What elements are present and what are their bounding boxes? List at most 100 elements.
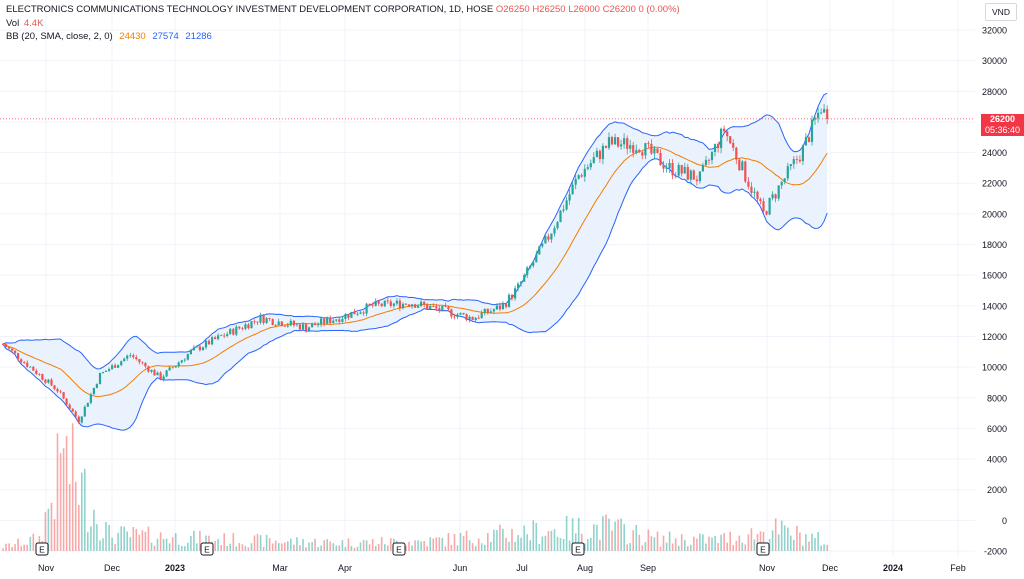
legend-bb-row[interactable]: BB (20, SMA, close, 2, 0) 24430 27574 21… [6,30,680,44]
volume-bar [223,533,225,551]
y-tick-label: 30000 [982,56,1007,66]
volume-bar [26,544,28,551]
candle-body [550,233,553,240]
volume-bar [614,521,616,551]
currency-button[interactable]: VND [985,3,1017,21]
candle-body [774,194,777,199]
candle-body [477,317,480,319]
volume-bar [162,538,165,551]
volume-bar [371,539,374,551]
volume-bar [502,528,504,551]
candle-body [180,360,183,363]
legend-bb-upper: 27574 [152,31,179,42]
volume-bar [750,528,753,551]
volume-bar [599,539,601,551]
candle-body [495,305,498,310]
candle-body [26,362,29,367]
volume-bar [74,481,77,551]
candle-body [159,372,162,380]
candle-body [114,365,117,368]
volume-bar [787,527,789,551]
y-tick-label: 0 [1002,516,1007,526]
y-tick-label: 12000 [982,332,1007,342]
candle-body [641,152,644,156]
volume-bar [508,541,510,551]
volume-bar [517,535,519,551]
candle-body [280,321,283,327]
candle-body [753,191,756,193]
candle-body [307,327,311,331]
legend-volume-row[interactable]: Vol 4.4K [6,17,680,31]
candle-body [410,304,414,307]
candle-body [541,243,544,247]
candle-body [565,200,568,210]
volume-bar [811,533,813,551]
y-tick-label: 16000 [982,271,1007,281]
candle-body [420,301,423,306]
earnings-marker[interactable]: E [756,542,770,556]
volume-bar [441,538,444,551]
time-scale[interactable] [0,558,975,574]
earnings-marker[interactable]: E [35,542,49,556]
candle-body [713,144,717,152]
volume-bar [374,546,377,551]
candle-body [201,347,205,350]
volume-bar [771,530,774,551]
candle-body [298,324,301,330]
candle-body [471,316,474,320]
candle-body [150,369,153,372]
candle-body [353,311,356,315]
candle-body [65,398,68,405]
volume-bar [477,538,480,551]
candle-body [783,178,786,182]
candle-body [726,131,729,137]
candle-body [271,319,274,325]
volume-bar [114,544,116,551]
legend-low: L26000 [568,4,600,15]
candle-body [101,372,105,373]
candle-body [595,150,598,158]
candle-body [29,366,32,368]
candle-body [629,145,632,149]
candle-body [426,304,429,309]
volume-bar [356,546,359,551]
volume-bar [365,540,368,551]
candle-body [556,222,559,229]
legend-change: 0 (0.00%) [638,4,680,15]
candle-body [320,318,323,325]
candle-body [389,301,392,306]
earnings-marker[interactable]: E [571,542,585,556]
candle-body [514,288,517,299]
volume-bar [438,537,441,551]
volume-bar [308,542,310,551]
candle-body [583,168,586,177]
volume-bar [362,540,365,551]
bb-band-fill [3,93,828,431]
volume-bar [235,546,238,551]
volume-bar [68,484,71,551]
volume-bar [284,542,286,551]
x-tick-label: Nov [759,563,776,573]
earnings-marker[interactable]: E [200,542,214,556]
volume-bar [565,515,568,551]
earnings-marker[interactable]: E [392,542,406,556]
volume-bar [671,543,674,551]
legend-symbol-row: ELECTRONICS COMMUNICATIONS TECHNOLOGY IN… [6,3,680,17]
candle-body [23,362,26,363]
volume-bar [553,529,556,551]
candle-body [141,362,144,363]
volume-bar [47,508,50,551]
volume-bar [562,539,565,551]
candle-body [710,152,714,161]
volume-bar [550,530,553,551]
earnings-marker-label: E [204,545,210,555]
volume-bar [777,534,780,551]
candle-body [80,416,83,423]
price-scale[interactable] [975,0,1024,574]
volume-bar [493,529,495,551]
candle-body [247,324,250,329]
legend-bb-lower: 21286 [185,31,212,42]
candle-body [817,112,820,119]
